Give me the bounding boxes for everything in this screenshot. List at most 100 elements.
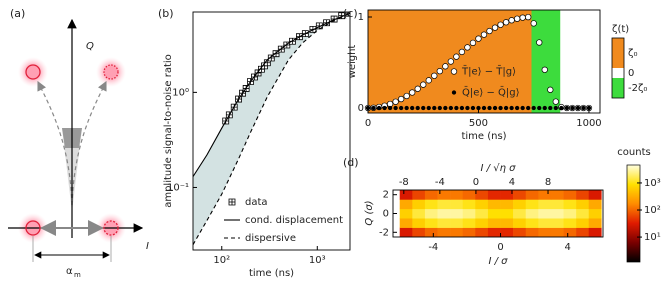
data-point [541,66,548,73]
shaded-region [193,13,350,245]
heatmap-cell [525,218,539,228]
data-point [531,105,536,111]
heatmap-cell [399,208,413,219]
data-point [447,58,455,65]
x2-tick-label: -8 [399,177,409,188]
data-point [398,105,404,111]
y-tick-label: 10⁻¹ [167,182,189,193]
heatmap-cell [588,199,602,210]
data-point [458,48,466,56]
region [531,10,561,113]
colorbar-title: counts [617,147,650,158]
separation-subscript: m [74,271,81,279]
heatmap-cell [550,227,564,237]
colorbar-segment [612,38,624,68]
data-point [420,81,427,88]
heatmap-cell [525,227,539,237]
data-point [397,95,405,103]
heatmap-cell [487,199,501,210]
heatmap-cell [462,199,476,210]
data-point [443,105,448,111]
legend-label: Q̄|e⟩ − Q̄|g⟩ [462,86,520,99]
data-point [559,105,564,111]
data-point [552,98,559,105]
heatmap-cell [550,218,564,228]
data-point [525,13,532,21]
data-point [487,105,492,111]
data-point [403,92,410,100]
legend-label: T̄|e⟩ − T̄|g⟩ [461,65,516,78]
colorbar-frame [611,37,625,99]
heatmap-cell [424,190,438,200]
x-axis-label: time (ns) [249,268,294,279]
heatmap-cell [550,208,564,219]
data-point [492,105,498,111]
heatmap-cell [462,208,476,219]
data-point [414,85,421,92]
data-point [526,105,531,111]
x2-tick-label: 4 [509,177,515,188]
legend-label: data [245,197,268,208]
data-point [432,105,437,111]
data-point [454,105,459,111]
panel-label: (d) [343,156,359,169]
heatmap-cell [500,208,514,219]
heatmap-cell [399,218,413,228]
heatmap-cell [525,208,539,219]
x2-tick-label: 8 [545,177,551,188]
data-point [542,105,547,111]
y-axis-label: Q (σ) [364,200,375,225]
heatmap-cell [538,208,552,219]
heatmap-cell [550,190,564,200]
data-point [393,105,398,111]
colorbar-title: ζ(t) [612,24,629,35]
heatmap-cell [487,218,501,228]
colorbar-tick-label: 10¹ [644,232,661,243]
data-point [570,105,575,111]
heatmap-cell [500,218,514,228]
y-axis-label: weight [347,45,358,79]
data-point [431,72,438,79]
data-point [442,63,449,70]
data-point [470,105,476,111]
heatmap-cell [450,218,464,228]
series-line [193,12,350,245]
y-tick-label: 1 [358,12,364,23]
heatmap-cell [412,208,426,219]
separation-label: α [66,266,73,277]
data-point [436,67,443,75]
colorbar-tick-label: 10³ [644,178,661,189]
data-point [382,105,387,111]
data-point [481,105,487,111]
heatmap-cell [437,190,451,200]
data-point [404,105,409,111]
heatmap-cell [588,190,602,200]
heatmap-cell [576,218,590,228]
colorbar-label: 0 [628,68,634,79]
heatmap-cell [538,190,552,200]
data-point [409,89,416,96]
axis-label: Q [86,41,94,52]
heatmap-cell [538,227,552,237]
heatmap-cell [487,227,501,237]
data-point [480,31,488,38]
heatmap-cell [500,199,514,210]
x-tick-label: 0 [365,118,371,129]
heatmap-cell [487,208,501,219]
data-point [508,17,515,24]
data-point [448,105,454,111]
state [103,220,119,236]
heatmap-cell [487,190,501,200]
y-axis-label: amplitude signal-to-noise ratio [163,54,174,208]
x-tick-label: 10² [213,255,230,266]
x2-tick-label: 0 [473,177,479,188]
data-point [421,105,426,111]
data-point [464,44,471,51]
heatmap-cell [462,190,476,200]
x-tick-label: 4 [565,242,571,253]
data-point [392,98,399,105]
colorbar-tick-label: 10² [644,205,661,216]
heatmap-cell [450,208,464,219]
heatmap-cell [475,218,489,228]
x-tick-label: 500 [469,118,488,129]
